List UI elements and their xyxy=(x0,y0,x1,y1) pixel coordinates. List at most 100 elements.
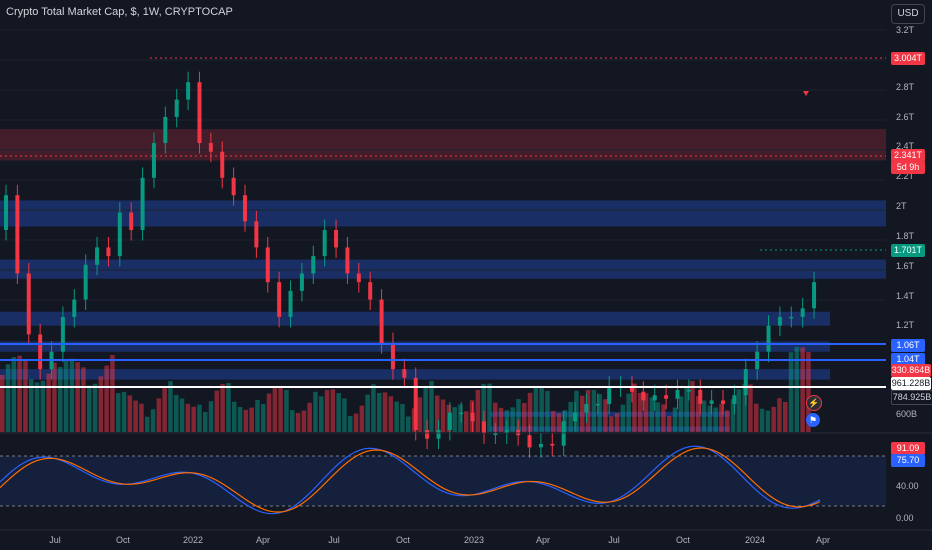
flag-icon[interactable]: ⚑ xyxy=(806,413,820,427)
volume-bar xyxy=(394,401,399,432)
volume-bar xyxy=(139,403,144,432)
volume-bar xyxy=(150,409,156,432)
candle-body xyxy=(743,369,748,396)
volume-bar xyxy=(783,402,788,432)
volume-bar xyxy=(278,386,283,432)
volume-bar xyxy=(707,405,713,432)
volume-bar xyxy=(359,405,365,432)
volume-bar xyxy=(481,384,486,432)
volume-bar xyxy=(23,358,28,432)
volume-bar xyxy=(464,411,469,432)
price-tick: 2.4T xyxy=(896,141,915,151)
volume-bar xyxy=(69,358,75,432)
candle-body xyxy=(254,221,259,248)
time-label: Oct xyxy=(116,535,131,545)
grid-lines xyxy=(0,29,886,301)
candle-body xyxy=(686,390,691,392)
time-label: Jul xyxy=(608,535,620,545)
price-tick: 1.2T xyxy=(896,320,915,330)
lightning-icon[interactable]: ⚡ xyxy=(806,395,822,411)
candle-body xyxy=(368,282,373,300)
volume-bar xyxy=(440,399,446,432)
candle-body xyxy=(163,116,168,144)
candle-body xyxy=(288,290,293,317)
price-tag: 1.701T xyxy=(891,244,925,257)
time-axis: Jul Oct 2022 Apr Jul Oct 2023 Apr Jul Oct 2024 Apr xyxy=(0,529,932,545)
candle-body xyxy=(698,390,703,404)
oscillator-band xyxy=(0,456,886,506)
time-label: Oct xyxy=(676,535,691,545)
volume-bar xyxy=(0,375,5,432)
volume-bar xyxy=(214,390,220,432)
volume-bar xyxy=(301,410,307,432)
volume-bar xyxy=(116,393,121,432)
volume-bar xyxy=(110,354,115,432)
candle-body xyxy=(789,316,794,319)
volume-bar xyxy=(765,410,771,432)
candle-body xyxy=(26,273,31,335)
candle-body xyxy=(243,195,248,222)
volume-bar xyxy=(736,389,742,432)
volume-bar xyxy=(284,389,289,432)
candle-body xyxy=(459,412,464,415)
price-tick: 2.2T xyxy=(896,171,915,181)
zone-band xyxy=(490,411,730,417)
volume-bar xyxy=(156,398,162,432)
volume-bar xyxy=(696,396,701,432)
candle-body xyxy=(95,247,100,265)
volume-bar xyxy=(406,416,411,432)
volume-bar xyxy=(678,396,684,432)
candle-body xyxy=(72,299,77,317)
time-label: Apr xyxy=(256,535,270,545)
volume-bar xyxy=(377,393,382,432)
volume-bar xyxy=(510,407,515,432)
candle-body xyxy=(15,195,20,274)
volume-bar xyxy=(527,392,533,432)
volume-bar xyxy=(203,412,208,432)
candle-body xyxy=(129,212,134,230)
candle-body xyxy=(470,412,475,422)
candle-body xyxy=(413,377,418,430)
volume-bar xyxy=(690,381,695,432)
volume-bars xyxy=(0,347,811,432)
volume-bar xyxy=(174,394,179,432)
volume-bar xyxy=(643,393,649,432)
time-label: 2022 xyxy=(183,535,203,545)
volume-bar xyxy=(382,392,388,432)
volume-bar xyxy=(742,384,747,432)
oscillator-tag: 75.70 xyxy=(891,454,925,467)
price-tick: 2.6T xyxy=(896,112,915,122)
volume-bar xyxy=(458,404,463,432)
volume-bar xyxy=(487,383,492,432)
volume-bar xyxy=(197,404,202,432)
candle-body xyxy=(220,151,225,178)
price-tick: 2.8T xyxy=(896,82,915,92)
volume-bar xyxy=(133,400,138,432)
time-label: Jul xyxy=(328,535,340,545)
time-label: 2024 xyxy=(745,535,765,545)
volume-bar xyxy=(667,416,672,432)
zone-band xyxy=(0,341,830,352)
time-label: Jul xyxy=(49,535,61,545)
candle-body xyxy=(60,316,65,352)
volume-bar xyxy=(243,409,249,432)
currency-button[interactable]: USD xyxy=(891,4,925,24)
candle-body xyxy=(721,400,726,404)
volume-bar xyxy=(168,381,173,432)
volume-bar xyxy=(562,410,568,432)
volume-bar xyxy=(580,395,585,432)
volume-bar xyxy=(179,398,185,432)
time-label: Oct xyxy=(396,535,411,545)
candle-body xyxy=(652,395,657,401)
volume-bar xyxy=(46,373,51,432)
volume-bar xyxy=(597,394,602,432)
candle-body xyxy=(322,230,327,257)
time-label: 2023 xyxy=(464,535,484,545)
volume-bar xyxy=(58,367,63,432)
volume-bar xyxy=(748,384,753,432)
volume-bar xyxy=(429,381,434,432)
volume-bar xyxy=(626,393,631,432)
volume-bar xyxy=(435,395,440,432)
volume-bar xyxy=(806,351,811,432)
